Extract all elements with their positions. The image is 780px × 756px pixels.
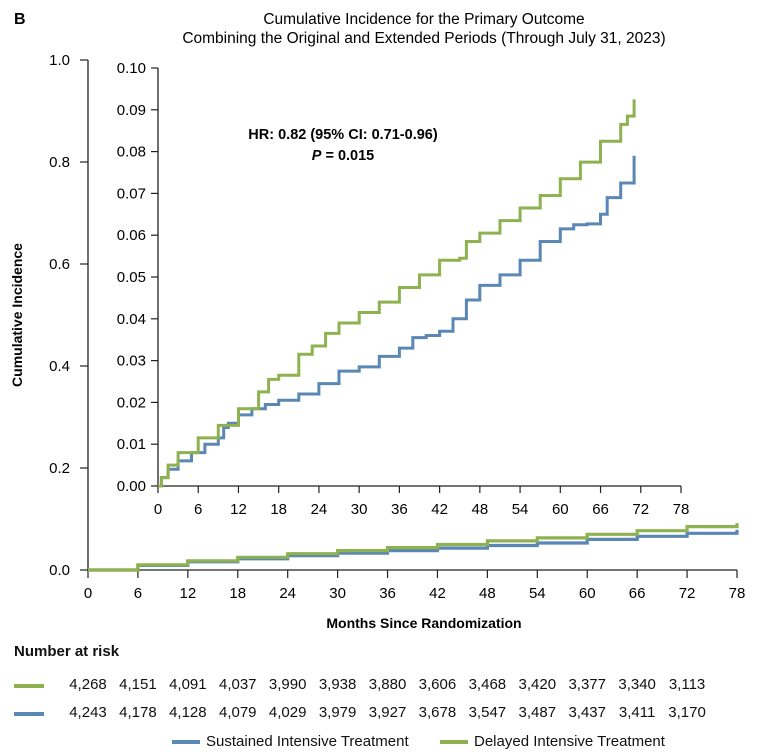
x-tick-label: 72 [632,501,649,518]
risk-row-swatch [14,712,44,716]
risk-value: 3,411 [618,704,656,721]
risk-value: 3,990 [268,676,307,693]
chart-subtitle: Combining the Original and Extended Peri… [182,30,665,47]
figure-svg: B Cumulative Incidence for the Primary O… [9,11,745,631]
risk-value: 3,487 [518,704,557,721]
x-tick-label: 30 [351,501,368,518]
risk-row-swatch [14,684,44,688]
y-tick-label: 0.4 [49,358,70,375]
risk-value: 3,377 [568,676,606,693]
risk-value: 3,420 [518,676,557,693]
risk-value: 3,927 [368,704,407,721]
x-tick-label: 12 [230,501,247,518]
x-tick-label: 42 [429,585,446,602]
legend-label: Delayed Intensive Treatment [474,733,665,750]
risk-value: 4,079 [218,704,257,721]
risk-value: 4,178 [119,704,157,721]
x-tick-label: 54 [529,585,546,602]
x-tick-label: 36 [379,585,396,602]
x-tick-label: 18 [229,585,246,602]
risk-value: 3,678 [418,704,457,721]
x-tick-label: 18 [270,501,287,518]
x-tick-label: 0 [154,501,162,518]
x-tick-label: 0 [84,585,92,602]
y-tick-label: 0.05 [117,269,146,286]
x-tick-label: 30 [329,585,346,602]
risk-value: 3,606 [418,676,457,693]
risk-value: 4,037 [218,676,257,693]
legend-item-sustained: Sustained Intensive Treatment [172,733,409,750]
x-tick-label: 36 [391,501,408,518]
legend-label: Sustained Intensive Treatment [206,733,409,750]
y-tick-label: 0.06 [117,227,146,244]
delayed-outer-line [88,523,739,572]
y-tick-label: 0.10 [117,60,146,77]
y-tick-label: 0.02 [117,394,146,411]
y-tick-label: 0.2 [49,460,70,477]
x-tick-label: 60 [552,501,569,518]
y-axis-label: Cumulative Incidence [9,243,25,387]
x-tick-label: 72 [679,585,696,602]
legend-item-delayed: Delayed Intensive Treatment [440,733,665,750]
risk-value: 4,151 [119,676,157,693]
risk-value: 3,880 [368,676,407,693]
sustained-inset-line [158,155,636,488]
risk-table-title: Number at risk [14,643,120,660]
risk-value: 3,340 [618,676,656,693]
outer-series [88,523,739,572]
risk-value: 3,170 [668,704,706,721]
chart-title: Cumulative Incidence for the Primary Out… [263,11,584,28]
risk-value: 4,029 [268,704,307,721]
legend-swatch [172,740,200,745]
risk-value: 4,091 [169,676,207,693]
risk-value: 3,468 [468,676,507,693]
x-tick-label: 66 [629,585,646,602]
risk-value: 4,128 [169,704,207,721]
y-tick-label: 0.0 [49,562,70,579]
risk-value: 3,979 [318,704,357,721]
panel-label: B [14,11,26,28]
y-tick-label: 0.08 [117,144,146,161]
inset-series [158,99,636,488]
delayed-inset-line [158,99,636,488]
x-tick-label: 48 [479,585,496,602]
x-tick-label: 6 [194,501,202,518]
x-tick-label: 78 [729,585,746,602]
risk-value: 4,243 [69,704,107,721]
x-tick-label: 66 [592,501,609,518]
y-tick-label: 0.09 [117,102,146,119]
x-tick-label: 6 [134,585,142,602]
x-tick-label: 42 [431,501,448,518]
y-tick-label: 0.03 [117,353,146,370]
y-tick-label: 1.0 [49,52,70,69]
x-tick-label: 24 [279,585,296,602]
hazard-ratio-annotation: HR: 0.82 (95% CI: 0.71-0.96) [248,127,438,143]
x-tick-label: 60 [579,585,596,602]
risk-value: 3,437 [568,704,606,721]
y-tick-label: 0.8 [49,154,70,171]
risk-value: 4,268 [69,676,107,693]
risk-value: 3,938 [318,676,357,693]
p-value-annotation: P = 0.015 [312,148,374,164]
inset-axes: 0.00 0.01 0.02 0.03 0.04 0.05 0.06 0.07 0.08 0.09… [117,60,690,518]
risk-value: 3,547 [468,704,507,721]
x-tick-label: 48 [472,501,489,518]
y-tick-label: 0.01 [117,436,146,453]
risk-value: 3,113 [668,676,706,693]
y-tick-label: 0.07 [117,185,146,202]
x-tick-label: 54 [512,501,529,518]
y-tick-label: 0.04 [117,311,146,328]
x-tick-label: 78 [673,501,690,518]
x-axis-label: Months Since Randomization [326,615,521,631]
y-tick-label: 0.00 [117,478,146,495]
x-tick-label: 24 [311,501,328,518]
legend: Sustained Intensive Treatment Delayed In… [0,733,780,753]
x-tick-label: 12 [180,585,197,602]
legend-swatch [440,740,468,745]
y-tick-label: 0.6 [49,256,70,273]
outer-axes: 0.00.20.40.60.81.0 0 6 12 18 24 30 36 42 48 54 60 6… [49,52,745,602]
